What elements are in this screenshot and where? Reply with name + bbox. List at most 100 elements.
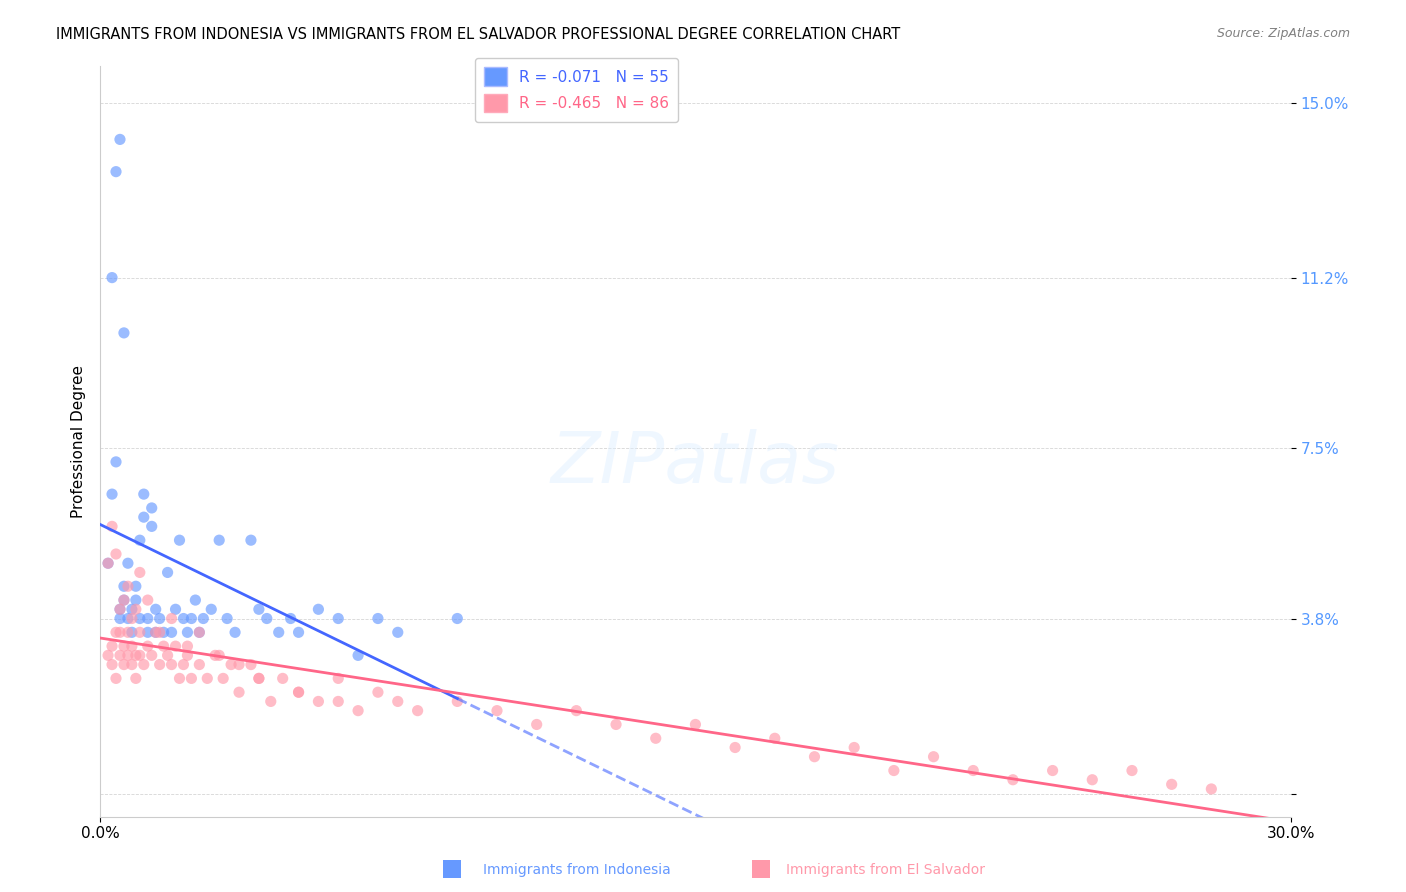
Point — [1160, 777, 1182, 791]
Point — [526, 717, 548, 731]
Point — [112, 593, 135, 607]
Point — [803, 749, 825, 764]
Point — [844, 740, 866, 755]
Point — [121, 657, 143, 672]
Point — [108, 602, 131, 616]
Point — [97, 556, 120, 570]
Text: Immigrants from El Salvador: Immigrants from El Salvador — [786, 863, 986, 877]
Point — [108, 602, 131, 616]
Point — [141, 500, 163, 515]
Point — [267, 625, 290, 640]
Point — [136, 639, 159, 653]
Point — [247, 602, 270, 616]
Text: Source: ZipAtlas.com: Source: ZipAtlas.com — [1216, 27, 1350, 40]
Point — [176, 625, 198, 640]
Point — [685, 717, 707, 731]
Point — [208, 648, 231, 663]
Point — [101, 487, 124, 501]
Point — [101, 657, 124, 672]
Point — [132, 657, 155, 672]
Point — [121, 625, 143, 640]
Point — [446, 694, 468, 708]
Point — [105, 164, 128, 178]
Point — [141, 648, 163, 663]
Point — [883, 764, 905, 778]
Point — [132, 510, 155, 524]
Point — [228, 685, 250, 699]
Point — [200, 602, 222, 616]
Point — [121, 639, 143, 653]
Point — [156, 648, 179, 663]
Point — [724, 740, 747, 755]
Point — [141, 519, 163, 533]
Point — [156, 566, 179, 580]
Point — [184, 593, 207, 607]
Point — [101, 519, 124, 533]
Point — [605, 717, 627, 731]
Point — [97, 556, 120, 570]
Point — [328, 611, 350, 625]
Point — [217, 611, 239, 625]
Point — [485, 704, 508, 718]
Point — [239, 657, 262, 672]
Legend: R = -0.071   N = 55, R = -0.465   N = 86: R = -0.071 N = 55, R = -0.465 N = 86 — [475, 58, 678, 121]
Point — [367, 611, 389, 625]
Text: IMMIGRANTS FROM INDONESIA VS IMMIGRANTS FROM EL SALVADOR PROFESSIONAL DEGREE COR: IMMIGRANTS FROM INDONESIA VS IMMIGRANTS … — [56, 27, 900, 42]
Point — [188, 657, 211, 672]
Point — [112, 579, 135, 593]
Point — [145, 625, 167, 640]
Point — [108, 625, 131, 640]
Point — [212, 672, 235, 686]
Point — [121, 611, 143, 625]
Point — [347, 704, 370, 718]
Point — [763, 731, 786, 746]
Text: ZIPatlas: ZIPatlas — [551, 429, 839, 498]
Point — [125, 672, 148, 686]
Point — [125, 593, 148, 607]
Point — [121, 602, 143, 616]
Point — [188, 625, 211, 640]
Point — [136, 593, 159, 607]
Point — [287, 625, 309, 640]
Point — [1121, 764, 1143, 778]
Point — [193, 611, 215, 625]
Point — [112, 326, 135, 340]
Point — [307, 602, 329, 616]
Point — [260, 694, 283, 708]
Point — [328, 672, 350, 686]
Point — [112, 593, 135, 607]
Point — [172, 611, 194, 625]
Point — [446, 611, 468, 625]
Point — [132, 487, 155, 501]
Point — [105, 455, 128, 469]
Point — [271, 672, 294, 686]
Point — [125, 602, 148, 616]
Point — [97, 648, 120, 663]
Point — [112, 639, 135, 653]
Point — [160, 625, 183, 640]
Point — [1081, 772, 1104, 787]
Point — [219, 657, 242, 672]
Point — [180, 611, 202, 625]
Y-axis label: Professional Degree: Professional Degree — [72, 365, 86, 517]
Point — [406, 704, 429, 718]
Point — [117, 556, 139, 570]
Point — [105, 672, 128, 686]
Point — [256, 611, 278, 625]
Point — [101, 270, 124, 285]
Point — [204, 648, 226, 663]
Point — [152, 625, 174, 640]
Point — [307, 694, 329, 708]
Point — [176, 648, 198, 663]
Point — [149, 657, 172, 672]
Point — [962, 764, 984, 778]
Point — [108, 611, 131, 625]
Point — [149, 611, 172, 625]
Point — [347, 648, 370, 663]
Point — [387, 625, 409, 640]
Point — [280, 611, 302, 625]
Point — [239, 533, 262, 548]
Point — [172, 657, 194, 672]
Point — [1001, 772, 1024, 787]
Point — [328, 694, 350, 708]
